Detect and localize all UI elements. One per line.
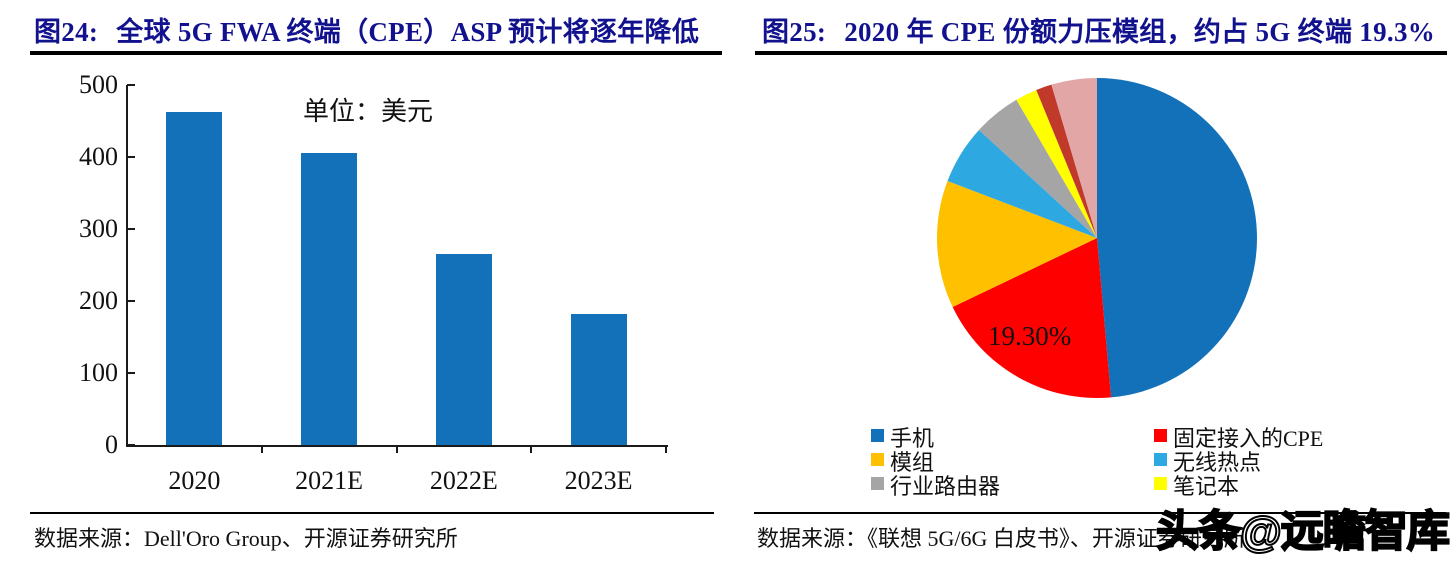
legend-swatch-industry-router [871, 476, 884, 490]
x-axis-tick [395, 445, 398, 453]
fig25-source-rule [754, 512, 1446, 514]
x-axis-tick [530, 445, 533, 453]
fig25-number: 图25: [762, 17, 827, 47]
x-axis-category-label: 2023E [564, 466, 633, 495]
legend-item-industry-router: 行业路由器 [871, 469, 1000, 499]
legend-swatch-laptop [1154, 476, 1167, 490]
fig24-heading: 全球 5G FWA 终端（CPE）ASP 预计将逐年降低 [116, 17, 700, 47]
y-axis-tick-label: 0 [105, 430, 118, 459]
y-axis-tick [127, 228, 135, 230]
bar-2023E [570, 313, 627, 445]
legend-swatch-mobile [871, 428, 884, 442]
pie-slice-3 [947, 129, 1097, 238]
fig25-title-underline [755, 51, 1447, 55]
x-axis-category-label: 2020 [168, 466, 221, 495]
x-axis-category-label: 2021E [295, 466, 364, 495]
y-axis-tick-label: 300 [79, 214, 118, 243]
y-axis-tick [127, 372, 135, 374]
fig24-source: 数据来源：Dell'Oro Group、开源证券研究所 [34, 526, 458, 551]
fig24-number: 图24: [34, 17, 99, 47]
pie-slice-6 [1036, 84, 1097, 238]
legend-item-wireless-hotspot: 无线热点 [1154, 445, 1261, 475]
terminal-share-pie-chart [937, 78, 1257, 398]
pie-slice-1 [952, 238, 1112, 398]
pie-slice-5 [1016, 89, 1097, 238]
fig25-source: 数据来源：《联想 5G/6G 白皮书》、开源证券研究所 [757, 526, 1246, 551]
pie-slice-7 [1051, 78, 1097, 238]
x-axis-category-label: 2022E [429, 466, 498, 495]
fig24-title: 图24: 全球 5G FWA 终端（CPE）ASP 预计将逐年降低 [34, 10, 699, 49]
y-axis-tick [127, 300, 135, 302]
toutiao-watermark: 头条@远瞻智库 [1155, 507, 1451, 557]
pie-slice-2 [937, 180, 1097, 308]
pie-slice-0 [1097, 78, 1257, 398]
x-axis-tick [260, 445, 263, 453]
unit-label: 单位：美元 [303, 97, 434, 126]
x-axis-tick [665, 445, 667, 453]
bar-2020 [166, 112, 223, 445]
bar-2022E [435, 254, 492, 445]
fig25-heading: 2020 年 CPE 份额力压模组，约占 5G 终端 19.3% [844, 17, 1436, 47]
fig24-source-rule [30, 512, 714, 514]
y-axis-tick [127, 444, 135, 446]
legend-item-fixed-cpe: 固定接入的CPE [1154, 421, 1323, 451]
cpe-share-data-label: 19.30% [988, 321, 1072, 351]
legend-swatch-wireless-hotspot [1154, 452, 1167, 466]
y-axis-line [126, 85, 128, 447]
legend-swatch-module [871, 452, 884, 466]
pie-slice-4 [979, 99, 1097, 238]
legend-swatch-fixed-cpe [1154, 428, 1167, 442]
fig25-title: 图25: 2020 年 CPE 份额力压模组，约占 5G 终端 19.3% [762, 10, 1435, 49]
legend-item-mobile: 手机 [871, 421, 934, 451]
y-axis-tick-label: 500 [79, 70, 118, 99]
y-axis-tick [127, 156, 135, 158]
y-axis-tick-label: 200 [79, 286, 118, 315]
y-axis-tick-label: 100 [79, 358, 118, 387]
fig24-title-underline [30, 51, 722, 55]
bar-2021E [301, 153, 358, 445]
y-axis-tick [127, 84, 135, 86]
y-axis-tick-label: 400 [79, 142, 118, 171]
legend-item-module: 模组 [871, 445, 934, 475]
legend-item-laptop: 笔记本 [1154, 469, 1239, 499]
